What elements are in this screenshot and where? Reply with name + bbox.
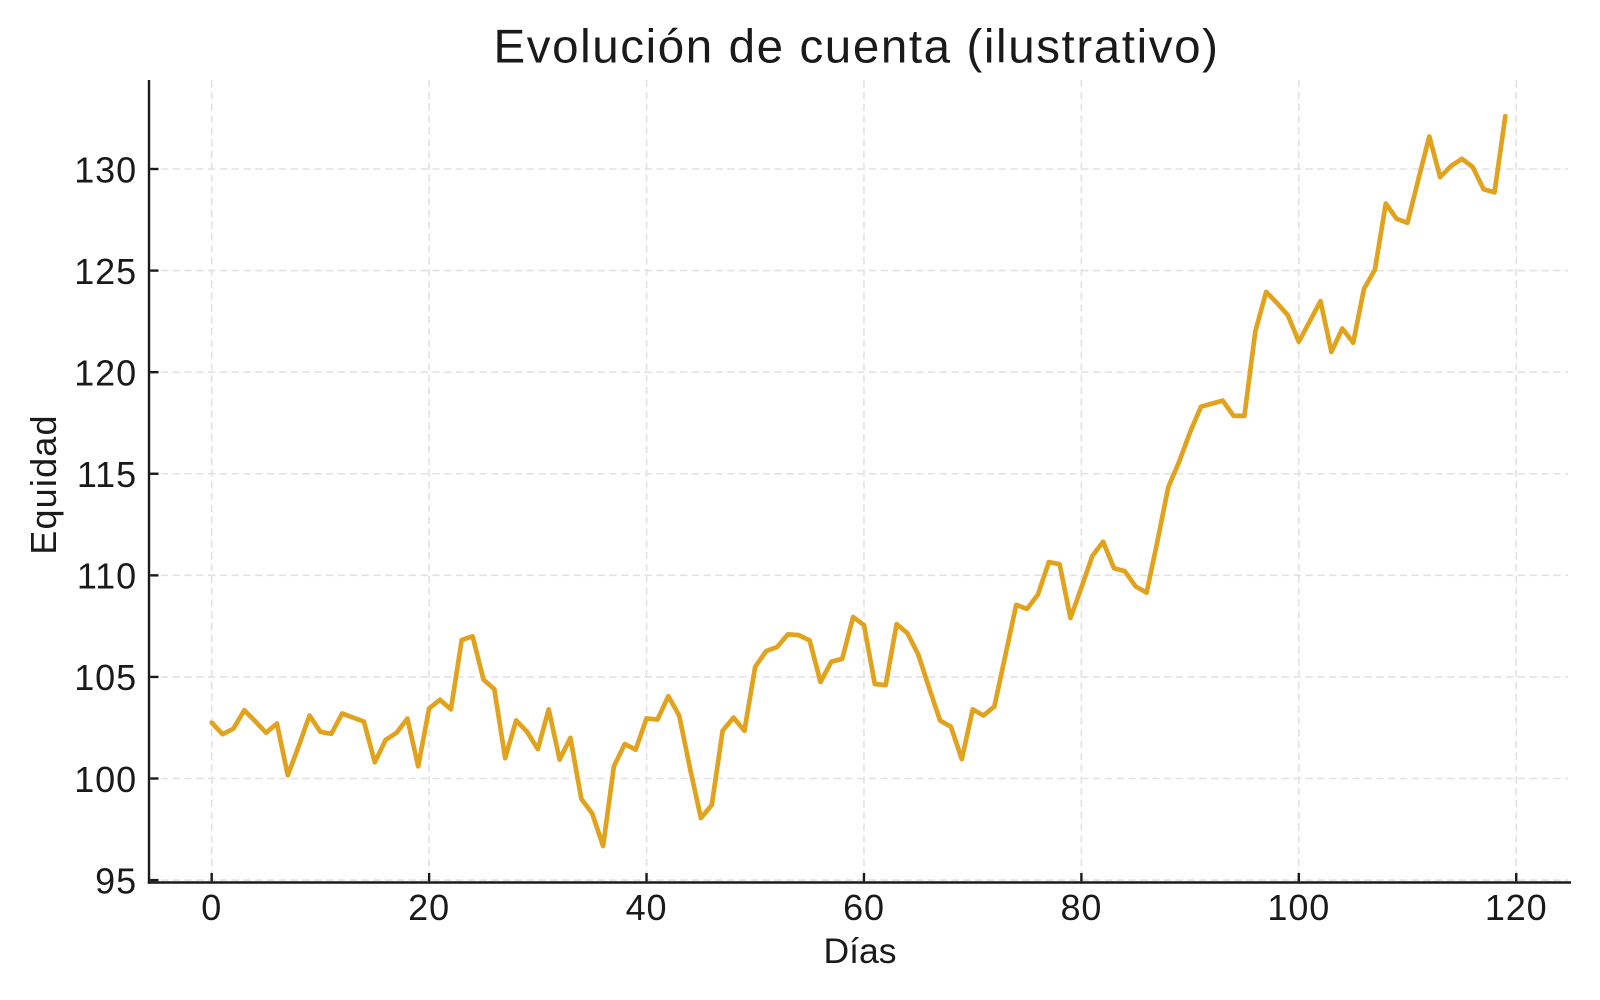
svg-text:40: 40	[626, 887, 668, 928]
svg-text:100: 100	[1267, 887, 1330, 928]
svg-text:Evolución de cuenta (ilustrati: Evolución de cuenta (ilustrativo)	[493, 21, 1219, 74]
svg-text:Equidad: Equidad	[23, 414, 64, 555]
svg-text:130: 130	[74, 149, 137, 190]
svg-text:120: 120	[1485, 887, 1548, 928]
svg-text:125: 125	[74, 251, 137, 292]
svg-text:60: 60	[843, 887, 885, 928]
svg-text:115: 115	[77, 454, 137, 495]
svg-text:110: 110	[77, 556, 137, 597]
svg-text:0: 0	[201, 887, 222, 928]
svg-text:120: 120	[74, 353, 137, 394]
svg-text:Días: Días	[824, 931, 897, 971]
svg-text:105: 105	[74, 657, 137, 698]
svg-text:80: 80	[1060, 887, 1102, 928]
svg-text:20: 20	[408, 887, 450, 928]
svg-text:95: 95	[95, 860, 137, 901]
svg-text:100: 100	[74, 759, 137, 800]
